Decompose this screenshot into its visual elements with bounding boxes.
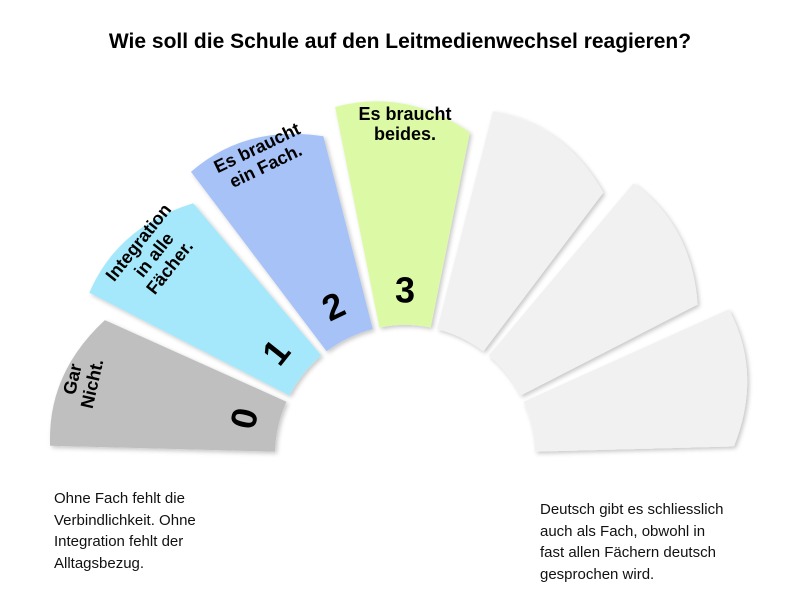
segment-label-line: beides. [374,124,436,144]
segment-label-line: Es braucht [358,104,451,124]
fan-segment-6 [523,309,748,452]
fan-segment-5 [488,183,698,396]
fan-segment-1 [89,203,322,396]
note-left-line: Integration fehlt der [54,533,184,550]
note-right-line: auch als Fach, obwohl in [540,522,706,540]
note-right-line: Deutsch gibt es schliesslich [540,501,724,518]
fan-segment-4 [437,111,604,352]
note-left-line: Verbindlichkeit. Ohne [54,511,196,529]
segment-number-3: 3 [395,270,415,311]
note-left-line: Alltagsbezug. [54,554,145,572]
segment-label-3: Es braucht beides. [358,104,451,144]
fan-segment-2 [191,133,373,352]
fan-segment-3 [335,101,470,328]
fan-segment-0 [49,320,287,452]
note-right-line: gesprochen wird. [540,565,655,583]
note-right-line: fast allen Fächern deutsch [540,544,716,561]
note-left: Ohne Fach fehlt die Verbindlichkeit. Ohn… [54,488,196,574]
note-left-line: Ohne Fach fehlt die [54,490,185,507]
page-title: Wie soll die Schule auf den Leitmedienwe… [108,30,692,53]
note-right: Deutsch gibt es schliesslich auch als Fa… [540,499,723,585]
